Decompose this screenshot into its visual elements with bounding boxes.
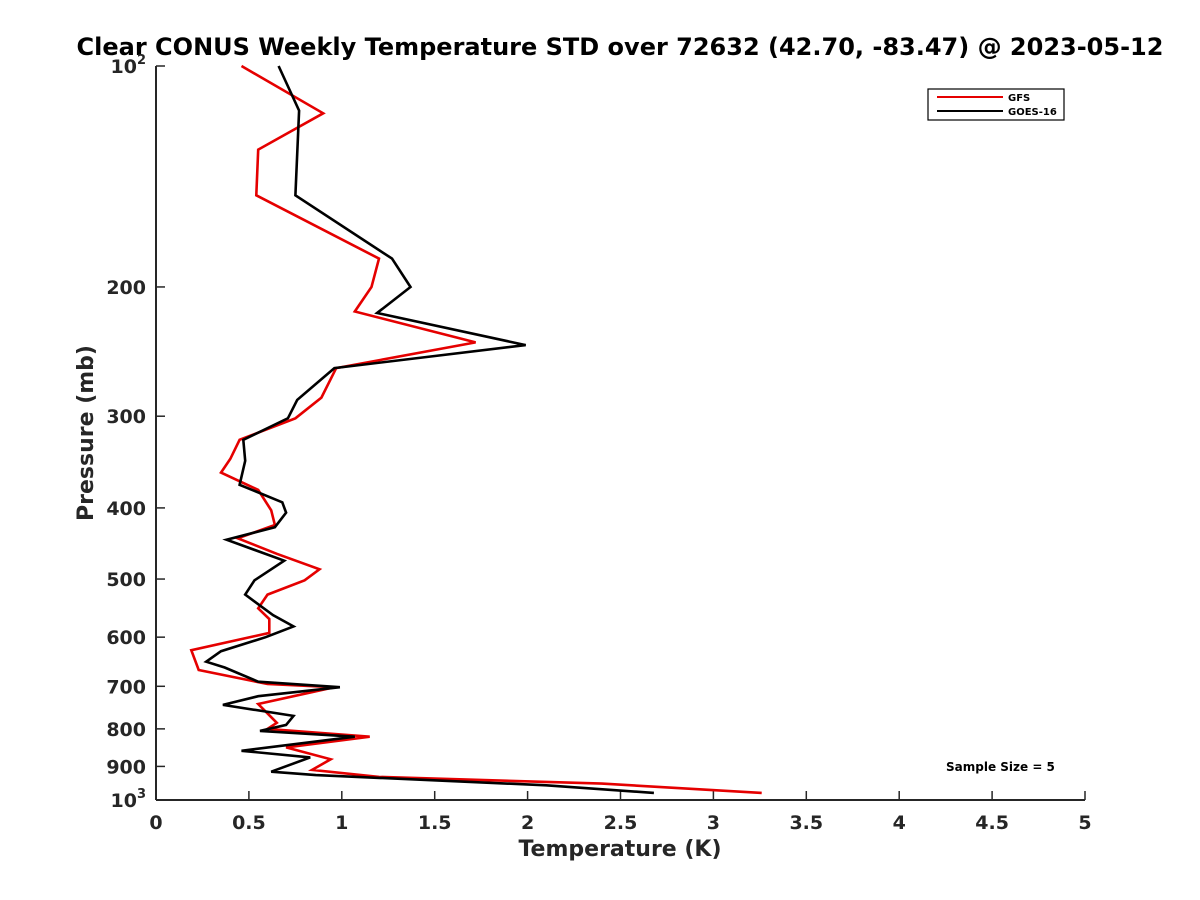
x-tick-label: 0 xyxy=(149,812,162,834)
legend-label-gfs: GFS xyxy=(1008,93,1030,104)
x-tick-label: 0.5 xyxy=(232,812,266,834)
legend: GFS GOES-16 xyxy=(927,88,1065,121)
x-axis-label: Temperature (K) xyxy=(518,837,721,862)
axes: 0 0.5 1 1.5 2 2.5 3 3.5 4 4.5 5 102 200 300 400 500 600 7… xyxy=(106,53,1091,834)
legend-box xyxy=(927,88,1065,121)
y-tick-label: 500 xyxy=(106,569,146,591)
sample-size-annotation: Sample Size = 5 xyxy=(946,760,1055,774)
x-tick-label: 4.5 xyxy=(975,812,1009,834)
x-tick-label: 1 xyxy=(335,812,348,834)
x-tick-label: 2 xyxy=(521,812,534,834)
x-tick-label: 3.5 xyxy=(789,812,823,834)
series-layer xyxy=(189,64,762,795)
x-tick-label: 1.5 xyxy=(418,812,452,834)
y-tick-label: 103 xyxy=(111,787,147,812)
x-tick-label: 4 xyxy=(893,812,906,834)
series-line-goes16 xyxy=(203,65,654,795)
y-tick-label: 800 xyxy=(106,719,146,741)
y-tick-label: 300 xyxy=(106,406,146,428)
y-tick-label: 400 xyxy=(106,498,146,520)
y-tick-label: 700 xyxy=(106,676,146,698)
y-tick-label: 102 xyxy=(111,53,147,78)
y-tick-label: 900 xyxy=(106,756,146,778)
legend-label-goes16: GOES-16 xyxy=(1008,107,1057,118)
x-tick-label: 3 xyxy=(707,812,720,834)
x-tick-label: 5 xyxy=(1078,812,1091,834)
chart-title: Clear CONUS Weekly Temperature STD over … xyxy=(77,33,1164,61)
y-axis-label: Pressure (mb) xyxy=(74,345,99,521)
y-tick-label: 200 xyxy=(106,277,146,299)
series-line-gfs xyxy=(189,64,762,795)
x-tick-label: 2.5 xyxy=(604,812,638,834)
y-tick-label: 600 xyxy=(106,627,146,649)
